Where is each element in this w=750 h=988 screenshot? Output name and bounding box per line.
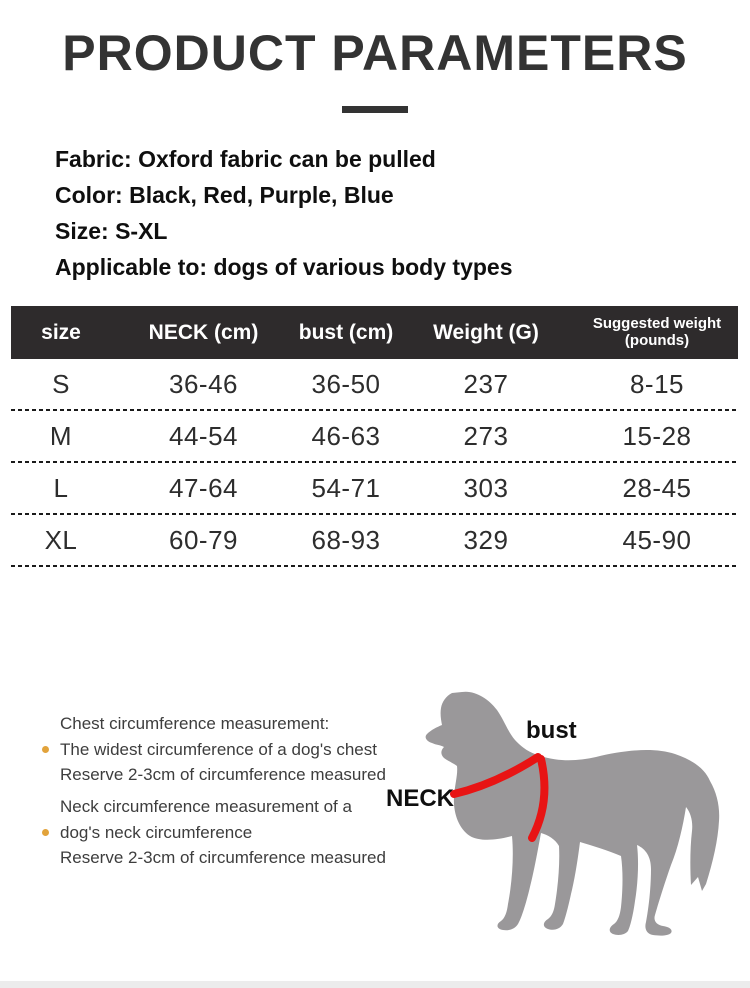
row-divider (11, 409, 738, 411)
note-line: The widest circumference of a dog's ches… (60, 739, 377, 759)
dog-silhouette-diagram (425, 691, 720, 936)
cell-bust: 68-93 (311, 524, 381, 555)
col-header-neck: NECK (cm) (148, 320, 259, 344)
note-line: Chest circumference measurement: (60, 714, 330, 733)
cell-size: S (52, 368, 70, 399)
row-divider (11, 461, 738, 463)
cell-bust: 54-71 (311, 472, 381, 503)
bottom-edge-strip (0, 981, 750, 988)
col-header-size: size (41, 320, 81, 344)
cell-neck: 47-64 (169, 472, 238, 503)
bust-label: bust (526, 717, 577, 744)
neck-label: NECK (386, 785, 455, 812)
bust-harness-line (528, 755, 549, 842)
page-title: PRODUCT PARAMETERS (62, 25, 688, 81)
cell-suggested: 45-90 (622, 524, 692, 555)
title-underline (342, 106, 408, 113)
col-header-suggested-weight: Suggested weight (pounds) (592, 315, 722, 349)
note-line: Reserve 2-3cm of circumference measured (60, 765, 386, 784)
bullet-dot-icon (42, 829, 49, 836)
note-line: dog's neck circumference (60, 822, 253, 842)
chest-measurement-note: Chest circumference measurement: The wid… (36, 711, 436, 788)
cell-neck: 36-46 (169, 368, 238, 399)
cell-neck: 44-54 (169, 420, 238, 451)
table-row-l: L 47-64 54-71 303 28-45 (11, 463, 738, 513)
cell-size: M (49, 420, 73, 451)
spec-size: Size: S-XL (55, 218, 168, 244)
cell-neck: 60-79 (169, 524, 238, 555)
cell-weight: 303 (463, 472, 509, 503)
table-row-xl: XL 60-79 68-93 329 45-90 (11, 515, 738, 565)
col-header-bust: bust (cm) (298, 320, 394, 344)
cell-suggested: 8-15 (629, 368, 685, 399)
cell-size: XL (44, 524, 78, 555)
row-divider (11, 513, 738, 515)
cell-weight: 329 (463, 524, 509, 555)
cell-bust: 46-63 (311, 420, 381, 451)
table-row-m: M 44-54 46-63 273 15-28 (11, 411, 738, 461)
col-header-weight: Weight (G) (433, 320, 539, 344)
cell-suggested: 15-28 (622, 420, 692, 451)
neck-measurement-note: Neck circumference measurement of a dog'… (36, 794, 436, 871)
table-row-s: S 36-46 36-50 237 8-15 (11, 359, 738, 409)
row-divider (11, 565, 738, 567)
size-table-header: size NECK (cm) bust (cm) Weight (G) Sugg… (11, 306, 738, 359)
cell-size: L (53, 472, 69, 503)
size-table: size NECK (cm) bust (cm) Weight (G) Sugg… (11, 306, 738, 567)
note-line: Reserve 2-3cm of circumference measured (60, 848, 386, 867)
dog-body-shape (425, 691, 720, 936)
neck-harness-line (450, 753, 542, 798)
note-line: Neck circumference measurement of a (60, 797, 352, 816)
cell-weight: 273 (463, 420, 509, 451)
spec-applicable: Applicable to: dogs of various body type… (55, 254, 513, 280)
cell-bust: 36-50 (311, 368, 381, 399)
cell-suggested: 28-45 (622, 472, 692, 503)
spec-color: Color: Black, Red, Purple, Blue (55, 182, 394, 208)
cell-weight: 237 (463, 368, 509, 399)
spec-fabric: Fabric: Oxford fabric can be pulled (55, 146, 436, 172)
bullet-dot-icon (42, 746, 49, 753)
product-specs: Fabric: Oxford fabric can be pulled Colo… (55, 141, 715, 285)
